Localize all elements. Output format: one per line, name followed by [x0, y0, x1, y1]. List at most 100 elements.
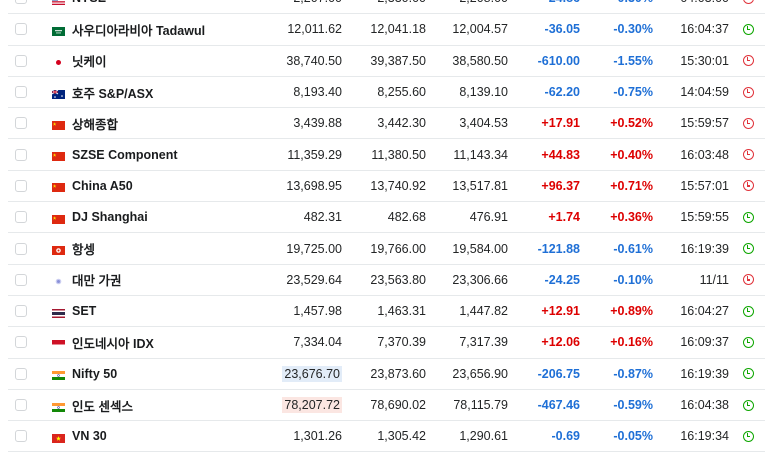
change-percent: -0.75%: [613, 85, 653, 100]
index-name-link[interactable]: 인도 센섹스: [72, 399, 133, 414]
table-row[interactable]: 대만 가권 23,529.64 23,563.80 23,306.66 -24.25 -0…: [8, 265, 765, 296]
row-checkbox[interactable]: [15, 265, 27, 295]
clock-icon: [742, 359, 754, 389]
last-price: 1,457.98: [293, 304, 342, 319]
update-time: 16:19:39: [680, 241, 729, 256]
last-price: 7,334.04: [293, 335, 342, 350]
japan-flag-icon: [52, 46, 65, 76]
table-row[interactable]: 항셍 19,725.00 19,766.00 19,584.00 -121.88 -0.6…: [8, 233, 765, 265]
taiwan-flag-icon: [52, 265, 65, 295]
table-row[interactable]: 닛케이 38,740.50 39,387.50 38,580.50 -610.00 -1.…: [8, 46, 765, 77]
row-checkbox[interactable]: [15, 14, 27, 44]
row-checkbox[interactable]: [15, 139, 27, 169]
change-value: -0.69: [551, 429, 581, 444]
index-name-link[interactable]: 사우디아라비아 Tadawul: [72, 23, 206, 38]
table-row[interactable]: SET 1,457.98 1,463.31 1,447.82 +12.91 +0.89% 1…: [8, 296, 765, 328]
row-checkbox[interactable]: [15, 171, 27, 201]
high-price: 1,463.31: [377, 304, 426, 319]
change-percent: -0.10%: [613, 272, 653, 287]
australia-flag-icon: [51, 77, 65, 107]
change-value: -121.88: [537, 241, 580, 256]
last-price: 23,676.70: [282, 365, 342, 382]
index-name-link[interactable]: 닛케이: [72, 55, 107, 70]
last-price: 1,301.26: [293, 429, 342, 444]
index-name-link[interactable]: VN 30: [72, 429, 107, 444]
row-checkbox[interactable]: [15, 359, 27, 389]
low-price: 13,517.81: [452, 178, 508, 193]
table-row[interactable]: 인도 센섹스 78,207.72 78,690.02 78,115.79 -467.46…: [8, 390, 765, 422]
change-value: -62.20: [544, 85, 580, 100]
change-percent: +0.16%: [610, 335, 653, 350]
change-value: +12.06: [541, 335, 580, 350]
row-checkbox[interactable]: [15, 108, 27, 138]
change-percent: +0.36%: [610, 210, 653, 225]
row-checkbox[interactable]: [15, 202, 27, 232]
low-price: 23,306.66: [452, 272, 508, 287]
table-row[interactable]: 상해종합 3,439.88 3,442.30 3,404.53 +17.91 +0.52%…: [8, 108, 765, 140]
index-name-link[interactable]: 인도네시아 IDX: [72, 336, 154, 351]
change-percent: -1.55%: [613, 53, 653, 68]
clock-icon: [742, 390, 754, 420]
index-name-link[interactable]: 호주 S&P/ASX: [72, 86, 154, 101]
high-price: 39,387.50: [370, 53, 426, 68]
last-price: 2,207.00: [293, 0, 342, 5]
clock-icon: [742, 14, 754, 44]
index-name-link[interactable]: Nifty 50: [72, 366, 118, 381]
row-checkbox[interactable]: [15, 421, 27, 451]
index-name-link[interactable]: NYSE: [72, 0, 106, 13]
table-row[interactable]: DJ Shanghai 482.31 482.68 476.91 +1.74 +0.36%…: [8, 202, 765, 234]
table-row[interactable]: Nifty 50 23,676.70 23,873.60 23,656.90 -206.…: [8, 359, 765, 390]
change-percent: -0.59%: [613, 398, 653, 412]
table-row[interactable]: China A50 13,698.95 13,740.92 13,517.81 +96.…: [8, 171, 765, 203]
low-price: 1,290.61: [459, 429, 508, 444]
low-price: 8,139.10: [459, 85, 508, 100]
row-checkbox[interactable]: [15, 390, 27, 420]
row-checkbox[interactable]: [15, 0, 27, 13]
index-name-link[interactable]: SZSE Component: [72, 147, 178, 162]
index-name-link[interactable]: 상해종합: [72, 117, 119, 132]
change-percent: -0.30%: [580, 0, 653, 13]
index-name-link[interactable]: SET: [72, 304, 97, 319]
clock-icon: [742, 46, 754, 76]
table-row[interactable]: 사우디아라비아 Tadawul 12,011.62 12,041.18 12,004.…: [8, 14, 765, 46]
table-row[interactable]: VN 30 1,301.26 1,305.42 1,290.61 -0.69 -0.05%…: [8, 421, 765, 453]
change-value: -24.25: [544, 272, 580, 287]
update-time: 16:04:27: [680, 304, 729, 319]
row-checkbox[interactable]: [15, 46, 27, 76]
clock-icon: [742, 233, 754, 263]
last-price: 78,207.72: [282, 397, 342, 413]
index-name-link[interactable]: DJ Shanghai: [72, 210, 148, 225]
last-price: 11,359.29: [287, 147, 342, 162]
table-row[interactable]: 인도네시아 IDX 7,334.04 7,370.39 7,317.39 +12.06 +…: [8, 327, 765, 359]
high-price: 11,380.50: [371, 147, 426, 162]
update-time: 16:04:38: [680, 398, 729, 412]
update-time: 16:09:37: [680, 335, 729, 350]
row-checkbox[interactable]: [15, 296, 27, 326]
high-price: 8,255.60: [377, 85, 426, 100]
table-row[interactable]: 호주 S&P/ASX 8,193.40 8,255.60 8,139.10 -62.20…: [8, 77, 765, 109]
india-flag-icon: [52, 359, 65, 389]
clock-icon: [742, 139, 754, 169]
china-flag-icon: [52, 139, 65, 169]
index-name-link[interactable]: China A50: [72, 178, 133, 193]
row-checkbox[interactable]: [15, 233, 27, 263]
table-row[interactable]: SZSE Component 11,359.29 11,380.50 11,143.3…: [8, 139, 765, 171]
index-name-link[interactable]: 항셍: [72, 243, 96, 258]
update-time: 04:03:00: [653, 0, 729, 13]
clock-icon: [742, 296, 754, 326]
high-price: 1,305.42: [377, 429, 426, 444]
row-checkbox[interactable]: [15, 327, 27, 357]
high-price: 19,766.00: [370, 241, 426, 256]
table-row[interactable]: NYSE 2,207.002,330.002,208.00-24.86-0.30%…: [8, 0, 765, 15]
row-checkbox[interactable]: [15, 77, 27, 107]
last-price: 3,439.88: [293, 116, 342, 131]
clock-icon: [742, 77, 754, 107]
change-value: +1.74: [548, 210, 580, 225]
index-name-link[interactable]: 대만 가권: [72, 274, 122, 289]
high-price: 23,873.60: [370, 366, 426, 381]
update-time: 14:04:59: [680, 85, 729, 100]
usa-flag-icon: [52, 0, 65, 13]
last-price: 12,011.62: [287, 22, 342, 37]
low-price: 2,208.00: [426, 0, 508, 13]
update-time: 15:59:55: [680, 210, 729, 225]
